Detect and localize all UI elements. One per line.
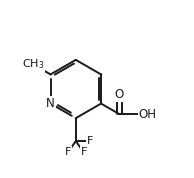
Text: OH: OH	[139, 108, 157, 121]
Text: CH$_3$: CH$_3$	[22, 57, 44, 71]
Text: O: O	[115, 88, 124, 101]
Text: N: N	[46, 97, 55, 110]
Text: F: F	[65, 147, 71, 157]
Text: F: F	[86, 136, 93, 146]
Text: F: F	[81, 147, 87, 157]
